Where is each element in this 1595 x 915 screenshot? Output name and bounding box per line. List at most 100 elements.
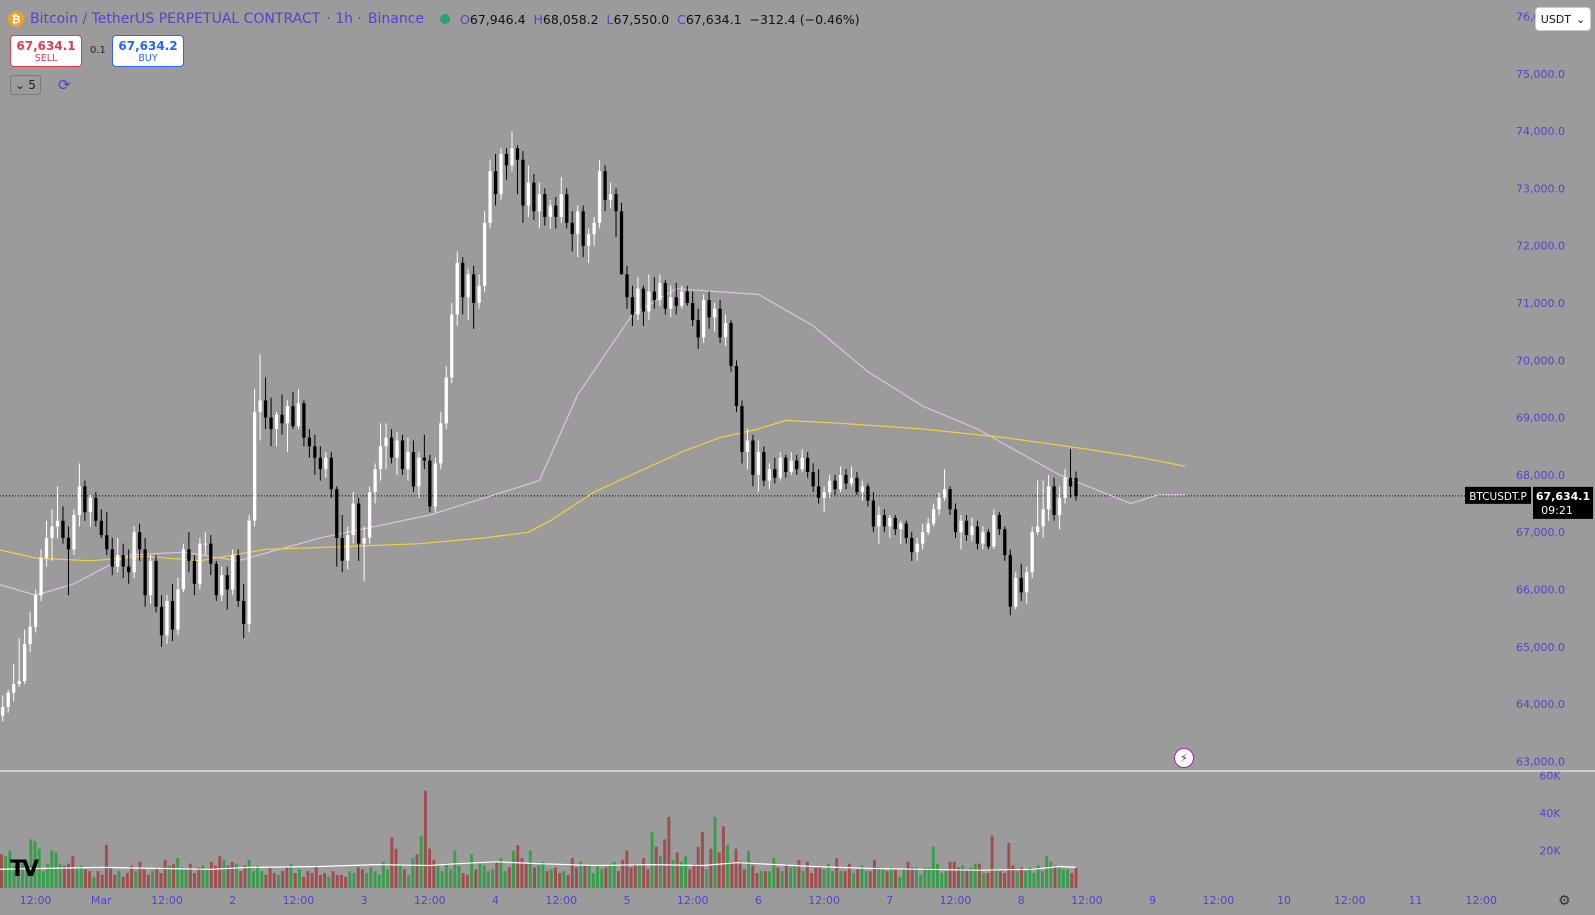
candle (942, 469, 947, 501)
candle-body (406, 451, 410, 470)
gear-icon[interactable]: ⚙ (1558, 893, 1571, 909)
time-tick-label: 12:00 (151, 894, 183, 907)
candle-body (88, 497, 92, 513)
candle (614, 188, 618, 238)
volume-bar (251, 871, 255, 888)
change-value: −312.4 (−0.46%) (749, 11, 860, 27)
volume-bar (1070, 873, 1074, 888)
lightning-icon[interactable]: ⚡ (1174, 748, 1194, 768)
candle-body (127, 566, 131, 573)
candle-body (209, 543, 213, 564)
candle (663, 280, 667, 315)
sell-button[interactable]: 67,634.1 SELL (10, 35, 82, 67)
volume-bar (289, 863, 293, 888)
candle (143, 537, 147, 607)
candle-body (1030, 532, 1034, 573)
candle-body (723, 323, 728, 338)
time-tick-label: 12:00 (414, 894, 446, 907)
candle-body (340, 537, 344, 561)
candle-body (882, 515, 886, 527)
volume-bar (579, 861, 583, 888)
candle-body (981, 532, 985, 544)
candle-body (751, 440, 755, 475)
candle-body (99, 520, 103, 536)
currency-select[interactable]: USDT ⌄ (1535, 7, 1591, 31)
volume-bar (654, 846, 658, 888)
candle-body (800, 457, 804, 470)
volume-bar (1024, 871, 1028, 888)
candle (362, 526, 366, 581)
candle (176, 578, 180, 636)
candle-body (745, 440, 750, 452)
symbol-title[interactable]: Bitcoin / TetherUS PERPETUAL CONTRACT (30, 11, 321, 27)
volume-bar (675, 852, 679, 888)
buy-button[interactable]: 67,634.2 BUY (112, 35, 184, 67)
volume-bar (1057, 867, 1061, 888)
volume-bar (973, 863, 977, 888)
interval-label[interactable]: · 1h · (326, 11, 362, 27)
exchange-label[interactable]: Binance (367, 11, 425, 27)
candle (340, 515, 344, 573)
time-tick-label: 12:00 (940, 894, 972, 907)
candle (192, 555, 197, 596)
sync-icon[interactable]: ⟳ (58, 76, 71, 94)
volume-bar (793, 865, 797, 888)
candle (795, 454, 799, 475)
volume-bar (331, 871, 335, 888)
volume-bar (491, 869, 495, 888)
volume-bar (247, 859, 251, 888)
candle-body (773, 469, 777, 478)
volume-bar (1049, 861, 1053, 888)
volume-bar (780, 871, 784, 888)
candle (532, 174, 536, 220)
candle-body (1014, 578, 1018, 607)
volume-bar (356, 867, 360, 888)
candle-body (395, 440, 399, 458)
time-tick-label: 4 (492, 894, 499, 907)
candle-body (105, 535, 109, 550)
candle-body (871, 500, 876, 527)
candle-body (280, 414, 284, 424)
candle (680, 285, 684, 309)
volume-bar (948, 861, 952, 888)
volume-bar (113, 874, 117, 888)
candle (773, 457, 777, 484)
candle (378, 423, 383, 481)
volume-bar (663, 839, 667, 888)
candle-body (888, 517, 892, 527)
volume-bar (688, 869, 692, 888)
volume-bar (1066, 869, 1070, 888)
candle (373, 463, 377, 504)
candle-body (543, 194, 547, 218)
candle (482, 211, 487, 292)
candle-body (526, 182, 531, 206)
price-tick-label: 75,000.0 (1516, 68, 1565, 81)
volume-bar (188, 863, 192, 888)
tradingview-logo-icon: TV (10, 857, 39, 882)
volume-bar (1074, 867, 1078, 888)
candle-body (816, 486, 821, 498)
candle-body (66, 537, 71, 550)
volume-bar (575, 867, 578, 888)
candle (899, 520, 903, 544)
candle-body (570, 222, 574, 235)
candle-body (997, 515, 1001, 530)
volume-bar (381, 861, 385, 888)
candle (99, 509, 103, 538)
price-tick-label: 67,000.0 (1516, 526, 1565, 539)
candle-body (1074, 477, 1078, 496)
volume-bar (298, 869, 301, 888)
candle-body (970, 526, 974, 536)
candle-body (921, 532, 925, 544)
symbol-header: ₿ Bitcoin / TetherUS PERPETUAL CONTRACT … (8, 8, 860, 30)
volume-bar (570, 858, 574, 888)
candle-body (696, 320, 700, 338)
volume-bar (587, 865, 591, 888)
candle-body (827, 480, 832, 493)
indicators-toggle-button[interactable]: ⌄ 5 (10, 75, 41, 95)
candle-body (466, 274, 470, 298)
candle-body (964, 520, 969, 536)
volume-bar (1003, 873, 1007, 888)
candle-body (433, 463, 437, 507)
